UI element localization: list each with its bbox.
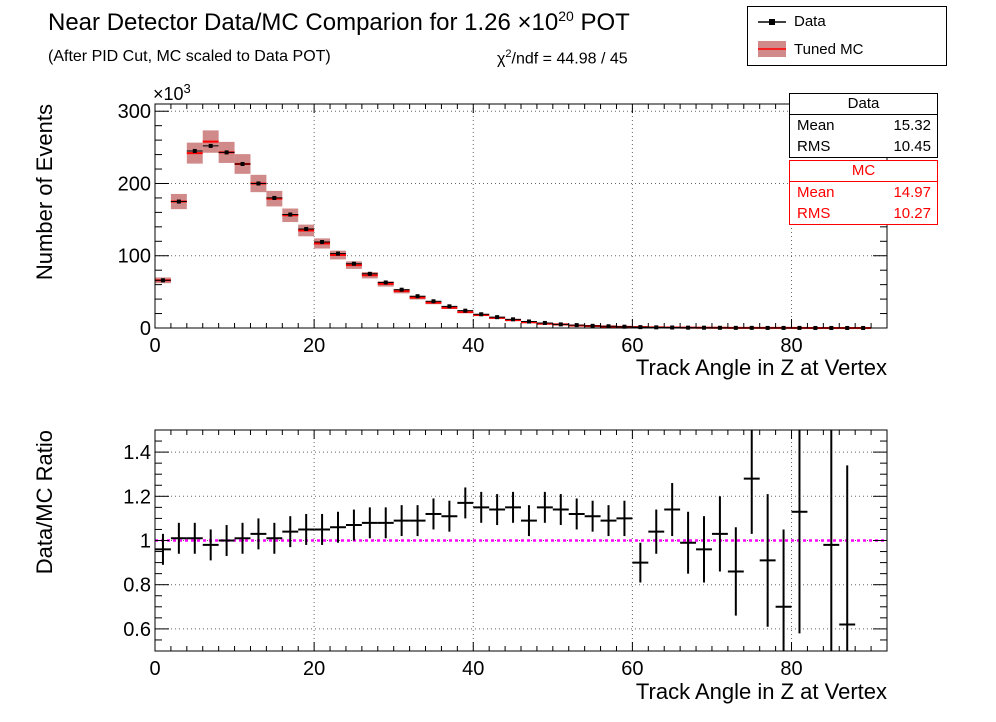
y-multiplier-label: ×103	[153, 81, 191, 104]
data-point	[495, 315, 500, 320]
ratio-yaxis-label: Data/MC Ratio	[32, 430, 57, 574]
top-ytick-label: 300	[118, 101, 151, 123]
data-point	[670, 325, 675, 330]
data-point	[192, 148, 197, 153]
top-ytick-label: 100	[118, 246, 151, 268]
data-point	[558, 322, 563, 327]
data-point	[256, 181, 261, 186]
top-xaxis-label: Track Angle in Z at Vertex	[636, 355, 887, 380]
legend-mc-swatch	[758, 41, 786, 57]
data-point	[511, 317, 516, 322]
data-point	[479, 312, 484, 317]
data-point	[590, 323, 595, 328]
data-point	[224, 150, 229, 155]
ratio-ytick-label: 1.2	[123, 486, 151, 508]
stats-data-rms: 10.45	[893, 138, 931, 155]
top-frame	[154, 103, 888, 329]
ratio-ytick-label: 1	[140, 531, 151, 553]
stats-mc-mean-label: Mean	[797, 184, 835, 201]
data-point	[304, 227, 309, 232]
top-xtick-label: 0	[149, 335, 160, 357]
ratio-xtick-label: 60	[621, 658, 643, 680]
legend-data-label: Data	[794, 13, 826, 30]
data-point	[415, 294, 420, 299]
stats-data-mean-label: Mean	[797, 117, 835, 134]
data-point	[176, 199, 181, 204]
chart-subtitle: (After PID Cut, MC scaled to Data POT)	[48, 48, 331, 65]
legend-mc-label: Tuned MC	[794, 41, 864, 58]
stats-data-header: Data	[790, 94, 937, 115]
data-point	[383, 280, 388, 285]
chart-title: Near Detector Data/MC Comparion for 1.26…	[48, 8, 630, 36]
data-point	[622, 324, 627, 329]
legend-data-marker	[758, 19, 786, 25]
data-point	[208, 143, 213, 148]
data-point	[526, 319, 531, 324]
data-point	[431, 299, 436, 304]
stats-mc-rms: 10.27	[893, 205, 931, 222]
data-point	[367, 271, 372, 276]
data-point	[336, 251, 340, 256]
data-point	[351, 261, 356, 266]
data-point	[399, 287, 404, 292]
data-point	[542, 320, 547, 325]
top-xtick-label: 20	[303, 335, 325, 357]
ratio-ytick-label: 0.6	[123, 619, 151, 641]
top-xtick-label: 80	[780, 335, 802, 357]
ratio-ytick-label: 0.8	[123, 575, 151, 597]
ratio-xtick-label: 80	[780, 658, 802, 680]
data-point	[463, 308, 468, 313]
stats-mc-header: MC	[790, 161, 937, 182]
ratio-xtick-label: 0	[149, 658, 160, 680]
data-point	[574, 323, 579, 328]
data-point	[160, 278, 165, 283]
chi2-label: χ2/ndf = 44.98 / 45	[497, 48, 628, 68]
data-point	[320, 240, 325, 245]
ratio-ytick-label: 1.4	[123, 442, 151, 464]
top-ytick-label: 200	[118, 173, 151, 195]
stats-box-mc: MC Mean 14.97 RMS 10.27	[789, 160, 938, 225]
stats-mc-mean: 14.97	[893, 184, 931, 201]
data-point	[272, 195, 277, 200]
data-point	[288, 212, 293, 217]
legend: Data Tuned MC	[747, 6, 947, 66]
data-point	[638, 325, 643, 330]
ratio-xaxis-label: Track Angle in Z at Vertex	[636, 679, 887, 704]
stats-mc-rms-label: RMS	[797, 205, 831, 222]
stats-data-rms-label: RMS	[797, 138, 831, 155]
data-point	[447, 304, 452, 309]
stats-data-mean: 15.32	[893, 117, 931, 134]
data-point	[606, 324, 611, 329]
top-yaxis-label: Number of Events	[32, 104, 57, 280]
top-xtick-label: 40	[462, 335, 484, 357]
ratio-xtick-label: 20	[303, 658, 325, 680]
data-point	[654, 325, 659, 330]
stats-box-data: Data Mean 15.32 RMS 10.45	[789, 93, 938, 158]
ratio-xtick-label: 40	[462, 658, 484, 680]
data-point	[240, 161, 245, 166]
top-ytick-label: 0	[140, 318, 151, 340]
top-xtick-label: 60	[621, 335, 643, 357]
